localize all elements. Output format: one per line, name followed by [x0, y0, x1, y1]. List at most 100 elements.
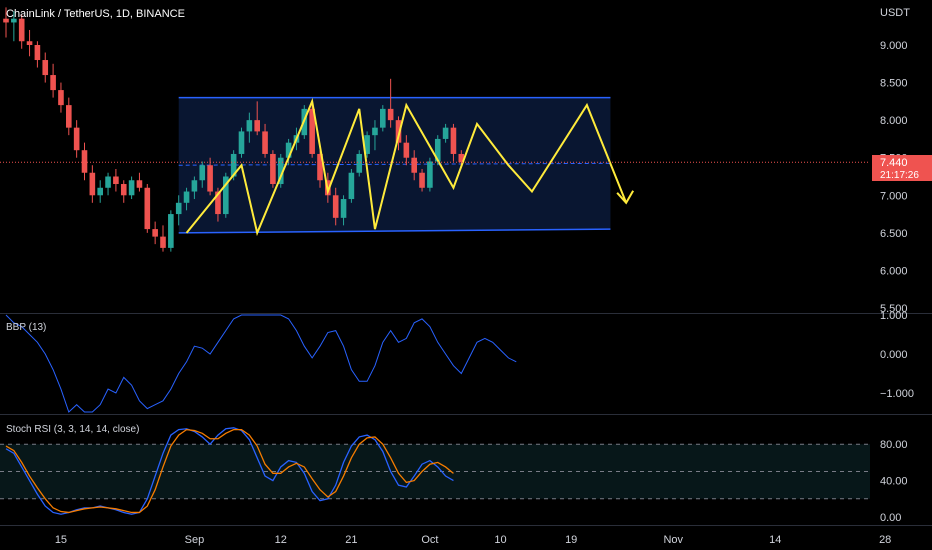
candle-body[interactable]: [395, 120, 402, 143]
bbp-tick-label: 1.000: [880, 310, 908, 322]
candle-body[interactable]: [230, 153, 237, 177]
price-tick-label: 6.500: [880, 228, 908, 240]
candle-body[interactable]: [223, 176, 229, 215]
candle-body[interactable]: [191, 180, 198, 192]
candle-body[interactable]: [285, 142, 292, 158]
candle-body[interactable]: [89, 172, 96, 196]
bbp-line[interactable]: [5, 314, 517, 413]
bbp-pane[interactable]: [5, 314, 517, 413]
candle-body[interactable]: [442, 127, 449, 139]
candle-body[interactable]: [309, 108, 315, 154]
time-tick-label: 12: [275, 534, 287, 546]
candle-body[interactable]: [207, 165, 213, 192]
price-tag-background: [872, 155, 932, 181]
candle-body[interactable]: [317, 153, 323, 181]
candle-body[interactable]: [34, 45, 41, 61]
candle-body[interactable]: [26, 41, 33, 45]
candle-body[interactable]: [427, 161, 433, 188]
candle-body[interactable]: [113, 176, 119, 185]
time-tick-label: Sep: [185, 534, 205, 546]
zigzag-path[interactable]: [185, 97, 628, 237]
candle-body[interactable]: [458, 153, 465, 163]
candle-body[interactable]: [238, 131, 245, 154]
candle-body[interactable]: [3, 18, 9, 23]
candle-body[interactable]: [434, 138, 441, 162]
candle-body[interactable]: [120, 184, 127, 196]
stoch-d-line[interactable]: [5, 428, 454, 514]
candle-body[interactable]: [183, 191, 190, 203]
bbp-pane-label[interactable]: BBP (13): [6, 322, 46, 333]
time-tick-label: 19: [565, 534, 577, 546]
zigzag-projection-drawing[interactable]: [185, 97, 635, 237]
price-tag-countdown: 21:17:26: [880, 170, 919, 181]
candle-body[interactable]: [97, 187, 103, 196]
candle-body[interactable]: [81, 150, 88, 173]
candle-body[interactable]: [50, 75, 56, 91]
price-tick-label: 9.000: [880, 40, 908, 52]
candle-body[interactable]: [419, 172, 425, 188]
candle-body[interactable]: [356, 153, 363, 173]
candle-body[interactable]: [450, 127, 457, 154]
stoch-tick-label: 0.00: [880, 512, 901, 524]
candle-body[interactable]: [73, 127, 80, 151]
candle-body[interactable]: [105, 176, 111, 188]
stoch-pane-label[interactable]: Stoch RSI (3, 3, 14, 14, close): [6, 424, 139, 435]
candle-body[interactable]: [254, 120, 260, 132]
candle-body[interactable]: [152, 229, 158, 237]
candle-body[interactable]: [11, 18, 17, 23]
candle-body[interactable]: [372, 127, 378, 136]
price-tag-value: 7.440: [880, 157, 908, 169]
stoch-tick-label: 40.00: [880, 476, 908, 488]
price-tick-label: 6.000: [880, 265, 908, 277]
time-tick-label: 10: [494, 534, 506, 546]
candle-body[interactable]: [380, 108, 386, 128]
candle-body[interactable]: [332, 195, 339, 218]
candle-body[interactable]: [277, 157, 284, 185]
candle-body[interactable]: [136, 180, 143, 188]
candle-body[interactable]: [42, 60, 49, 76]
time-tick-label: Oct: [421, 534, 438, 546]
candlestick-series[interactable]: [3, 7, 465, 252]
price-tick-label: 8.500: [880, 78, 908, 90]
stoch-tick-label: 80.00: [880, 439, 908, 451]
candle-body[interactable]: [199, 165, 206, 181]
candle-body[interactable]: [160, 236, 166, 248]
candle-body[interactable]: [246, 120, 253, 132]
channel-drawing[interactable]: [178, 96, 611, 234]
time-tick-label: Nov: [663, 534, 683, 546]
candle-body[interactable]: [348, 172, 355, 200]
channel-lower-line[interactable]: [178, 228, 611, 234]
bbp-tick-label: 0.000: [880, 349, 908, 361]
price-tick-label: 5.500: [880, 303, 908, 315]
candle-body[interactable]: [58, 90, 64, 106]
candle-body[interactable]: [168, 214, 174, 248]
candle-body[interactable]: [403, 142, 410, 158]
candle-body[interactable]: [270, 153, 276, 185]
time-axis[interactable]: 15 Sep 12 21 Oct 10 19 Nov 14 28: [55, 534, 892, 546]
stoch-rsi-pane[interactable]: [0, 427, 870, 515]
symbol-title[interactable]: ChainLink / TetherUS, 1D, BINANCE: [6, 8, 185, 20]
candle-body[interactable]: [340, 199, 347, 218]
candle-body[interactable]: [66, 105, 72, 128]
stoch-k-line[interactable]: [5, 427, 454, 515]
price-tick-label: 7.000: [880, 190, 908, 202]
candle-body[interactable]: [364, 135, 370, 154]
price-axis[interactable]: 9.0008.5008.0007.5007.0006.5006.0005.500…: [880, 40, 914, 524]
candle-body[interactable]: [128, 180, 135, 196]
time-tick-label: 14: [769, 534, 781, 546]
candle-body[interactable]: [18, 18, 25, 42]
candle-body[interactable]: [411, 157, 417, 173]
candle-body[interactable]: [387, 108, 394, 121]
candle-body[interactable]: [175, 202, 182, 215]
channel-mid-line[interactable]: [178, 162, 611, 166]
time-tick-label: 15: [55, 534, 67, 546]
candle-body[interactable]: [144, 187, 151, 230]
candle-body[interactable]: [215, 191, 221, 215]
bbp-tick-label: −1.000: [880, 388, 914, 400]
time-tick-label: 21: [345, 534, 357, 546]
candle-body[interactable]: [262, 131, 268, 154]
channel-fill[interactable]: [178, 97, 611, 233]
zigzag-arrowhead[interactable]: [616, 190, 635, 205]
time-tick-label: 28: [879, 534, 891, 546]
